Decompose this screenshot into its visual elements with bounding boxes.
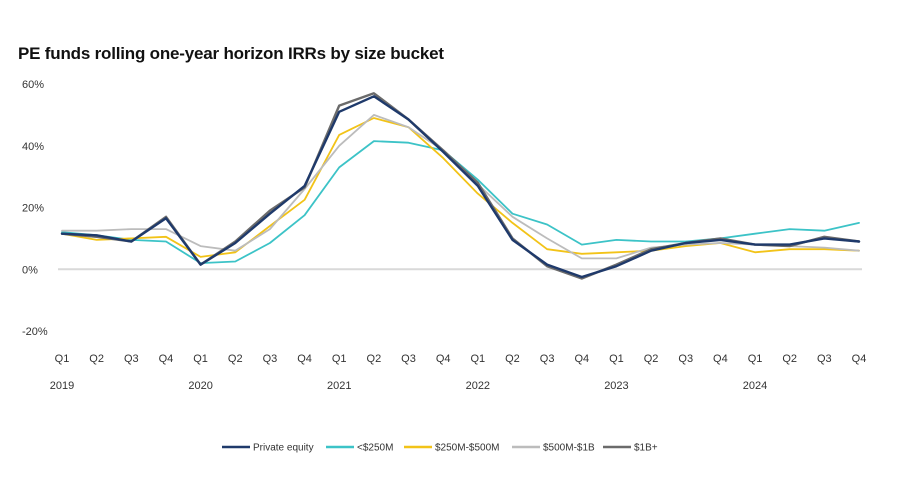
x-axis-years: 2019 2020 2021 2022 2023 2024 xyxy=(50,380,768,392)
y-tick-label: 0% xyxy=(22,264,38,276)
x-tick-label: Q4 xyxy=(436,353,451,365)
x-axis-ticks: Q1 Q2 Q3 Q4 Q1 Q2 Q3 Q4 Q1 Q2 Q3 Q4 Q1 Q2 Q3 Q4 Q1 Q2 Q3 Q4… xyxy=(55,353,867,365)
series-layer xyxy=(60,92,861,280)
y-tick-label: 60% xyxy=(22,79,44,91)
x-tick-label: Q1 xyxy=(55,353,70,365)
x-tick-label: Q2 xyxy=(644,353,659,365)
x-tick-label: Q2 xyxy=(782,353,797,365)
x-tick-label: Q2 xyxy=(228,353,243,365)
x-tick-label: Q1 xyxy=(748,353,763,365)
x-tick-label: Q1 xyxy=(332,353,347,365)
series-line-2 xyxy=(61,117,860,258)
legend-label: $1B+ xyxy=(634,443,658,454)
x-tick-label: Q4 xyxy=(574,353,589,365)
x-tick-label: Q1 xyxy=(470,353,485,365)
x-year-label: 2019 xyxy=(50,380,74,392)
x-tick-label: Q2 xyxy=(367,353,382,365)
series-line-0 xyxy=(60,95,861,279)
chart-title: PE funds rolling one-year horizon IRRs b… xyxy=(18,44,444,63)
x-tick-label: Q3 xyxy=(817,353,832,365)
x-tick-label: Q4 xyxy=(713,353,728,365)
y-tick-label: 40% xyxy=(22,141,44,153)
x-tick-label: Q3 xyxy=(678,353,693,365)
x-tick-label: Q4 xyxy=(159,353,174,365)
x-year-label: 2024 xyxy=(743,380,767,392)
legend-label: $500M-$1B xyxy=(543,443,595,454)
x-year-label: 2020 xyxy=(188,380,212,392)
y-tick-label: 20% xyxy=(22,203,44,215)
legend-label: Private equity xyxy=(253,443,314,454)
x-tick-label: Q3 xyxy=(124,353,139,365)
x-year-label: 2021 xyxy=(327,380,351,392)
y-tick-label: -20% xyxy=(22,326,48,338)
x-tick-label: Q3 xyxy=(401,353,416,365)
x-tick-label: Q1 xyxy=(609,353,624,365)
x-year-label: 2023 xyxy=(604,380,628,392)
x-tick-label: Q4 xyxy=(297,353,312,365)
legend: Private equity <$250M $250M-$500M $500M-$1B… xyxy=(222,443,658,454)
y-axis-ticks: 60% 40% 20% 0% -20% xyxy=(22,79,48,338)
x-tick-label: Q3 xyxy=(263,353,278,365)
x-tick-label: Q2 xyxy=(505,353,520,365)
x-year-label: 2022 xyxy=(466,380,490,392)
x-tick-label: Q4 xyxy=(852,353,867,365)
legend-label: <$250M xyxy=(357,443,393,454)
legend-label: $250M-$500M xyxy=(435,443,499,454)
x-tick-label: Q1 xyxy=(193,353,208,365)
x-tick-label: Q2 xyxy=(89,353,104,365)
x-tick-label: Q3 xyxy=(540,353,555,365)
